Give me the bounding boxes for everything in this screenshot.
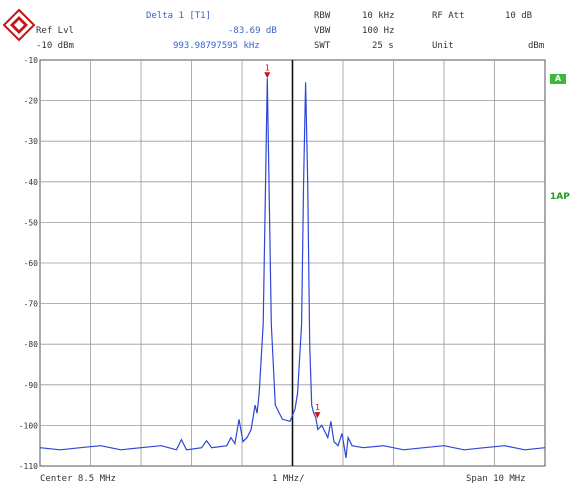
y-tick-label: -10 [24, 56, 39, 65]
marker-group: 11 [264, 63, 321, 419]
span-label: Span 10 MHz [466, 474, 526, 484]
y-tick-label: -60 [24, 259, 39, 268]
y-tick-label: -80 [24, 340, 39, 349]
swt-label: SWT [314, 41, 331, 51]
y-tick-labels: -10 -20 -30 -40 -50 -60 -70 -80 -90 -100 -110 [19, 56, 38, 471]
rohde-schwarz-logo [2, 8, 36, 42]
ref-level-label: Ref Lvl [36, 26, 74, 36]
ref-level-value: -10 dBm [36, 41, 74, 51]
marker-label: 1 [315, 403, 320, 412]
rf-att-value: 10 dB [505, 11, 533, 21]
unit-label: Unit [432, 41, 454, 51]
vbw-label: VBW [314, 26, 331, 36]
delta-level-readout: -83.69 dB [228, 26, 277, 36]
y-tick-label: -110 [19, 462, 38, 471]
delta-frequency-readout: 993.98797595 kHz [173, 41, 260, 51]
rbw-value: 10 kHz [362, 11, 395, 21]
y-tick-label: -50 [24, 218, 39, 227]
rf-att-label: RF Att [432, 11, 465, 21]
y-tick-label: -30 [24, 137, 39, 146]
marker-triangle [264, 72, 271, 79]
unit-value: dBm [528, 41, 545, 51]
delta-marker-label: Delta 1 [T1] [146, 11, 212, 21]
y-tick-label: -20 [24, 97, 39, 106]
swt-value: 25 s [372, 41, 394, 51]
vbw-value: 100 Hz [362, 26, 395, 36]
marker-triangle [314, 412, 321, 419]
y-tick-label: -70 [24, 300, 39, 309]
rbw-label: RBW [314, 11, 331, 21]
trace-mode-label: 1AP [550, 192, 570, 202]
y-tick-label: -40 [24, 178, 39, 187]
marker-label: 1 [265, 63, 270, 72]
grid-lines [40, 60, 545, 466]
y-tick-label: -100 [19, 421, 38, 430]
trace-line [39, 78, 546, 458]
trace-a-badge: A [550, 74, 566, 84]
center-frequency-label: Center 8.5 MHz [40, 474, 116, 484]
division-label: 1 MHz/ [272, 474, 305, 484]
y-tick-label: -90 [24, 381, 39, 390]
